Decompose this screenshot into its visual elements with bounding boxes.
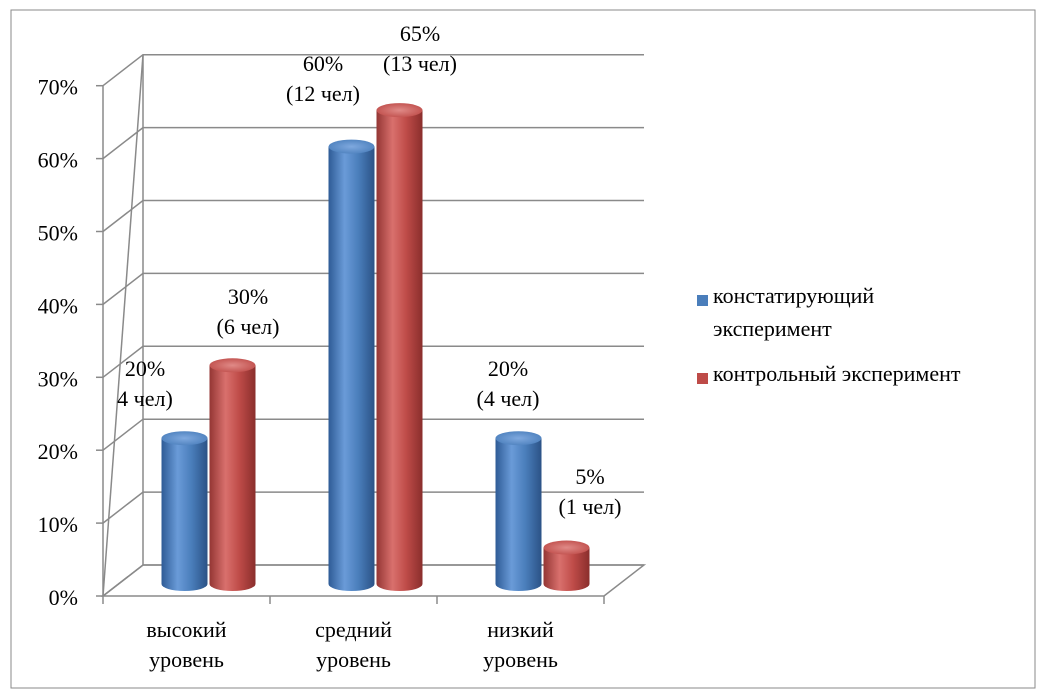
data-label: (13 чел) xyxy=(383,51,457,76)
x-category-label: уровень xyxy=(316,647,391,672)
data-label: 65% xyxy=(400,21,440,46)
y-tick-label: 0% xyxy=(49,585,78,610)
bar-body xyxy=(543,547,590,591)
y-tick-label: 70% xyxy=(38,75,78,100)
gridline xyxy=(102,491,644,524)
data-label: 20% xyxy=(125,356,165,381)
legend-swatch xyxy=(697,295,708,306)
gridline xyxy=(102,418,644,451)
data-label: (1 чел) xyxy=(559,494,622,519)
gridline xyxy=(102,345,644,378)
legend-swatch xyxy=(697,373,708,384)
legend: констатирующий эксперимент контрольный экс… xyxy=(697,283,961,386)
bar-body xyxy=(328,146,375,591)
left-wall-edge xyxy=(102,54,144,597)
bar-top xyxy=(543,540,590,555)
bar-top xyxy=(209,358,256,373)
bar-body xyxy=(209,365,256,591)
legend-label: констатирующий xyxy=(713,283,874,308)
bar-top xyxy=(328,139,375,154)
data-label: 4 чел) xyxy=(117,386,173,411)
y-tick-label: 40% xyxy=(38,293,78,318)
bar-body xyxy=(495,438,542,591)
bar-0-0 xyxy=(161,431,208,591)
bar-body xyxy=(161,438,208,591)
x-category-label: низкий xyxy=(487,617,554,642)
y-tick-label: 50% xyxy=(38,221,78,246)
bar-top xyxy=(495,431,542,446)
chart-border xyxy=(10,9,1036,689)
legend-label: контрольный эксперимент xyxy=(713,361,961,386)
data-label: (12 чел) xyxy=(286,81,360,106)
bar-2-1 xyxy=(543,540,590,591)
legend-label: эксперимент xyxy=(713,316,832,341)
bar-body xyxy=(376,110,423,592)
bar-2-0 xyxy=(495,431,542,591)
gridlines xyxy=(102,53,644,597)
bar-top xyxy=(376,103,423,118)
x-category-label: уровень xyxy=(149,647,224,672)
y-tick-label: 60% xyxy=(38,148,78,173)
bars xyxy=(161,103,590,592)
gridline xyxy=(102,53,644,87)
bar-1-1 xyxy=(376,103,423,592)
x-category-label: уровень xyxy=(483,647,558,672)
data-labels: 20% 4 чел) 60% (12 чел) 20% (4 чел) 30% (6 чел)… xyxy=(117,21,621,519)
y-tick-label: 30% xyxy=(38,366,78,391)
data-label: (4 чел) xyxy=(477,386,540,411)
bar-0-1 xyxy=(209,358,256,591)
data-label: (6 чел) xyxy=(217,314,280,339)
gridline xyxy=(102,199,644,233)
data-label: 30% xyxy=(228,284,268,309)
bar-top xyxy=(161,431,208,446)
y-tick-label: 20% xyxy=(38,439,78,464)
y-tick-label: 10% xyxy=(38,512,78,537)
bar-1-0 xyxy=(328,139,375,591)
axes: 0% 10% 20% 30% 40% 50% 60% 70% высокий уровень сре… xyxy=(38,75,647,672)
gridline xyxy=(102,126,644,160)
gridline xyxy=(102,272,644,305)
data-label: 60% xyxy=(303,51,343,76)
x-category-label: средний xyxy=(315,617,392,642)
x-category-label: высокий xyxy=(146,617,226,642)
data-label: 20% xyxy=(488,356,528,381)
data-label: 5% xyxy=(575,464,604,489)
